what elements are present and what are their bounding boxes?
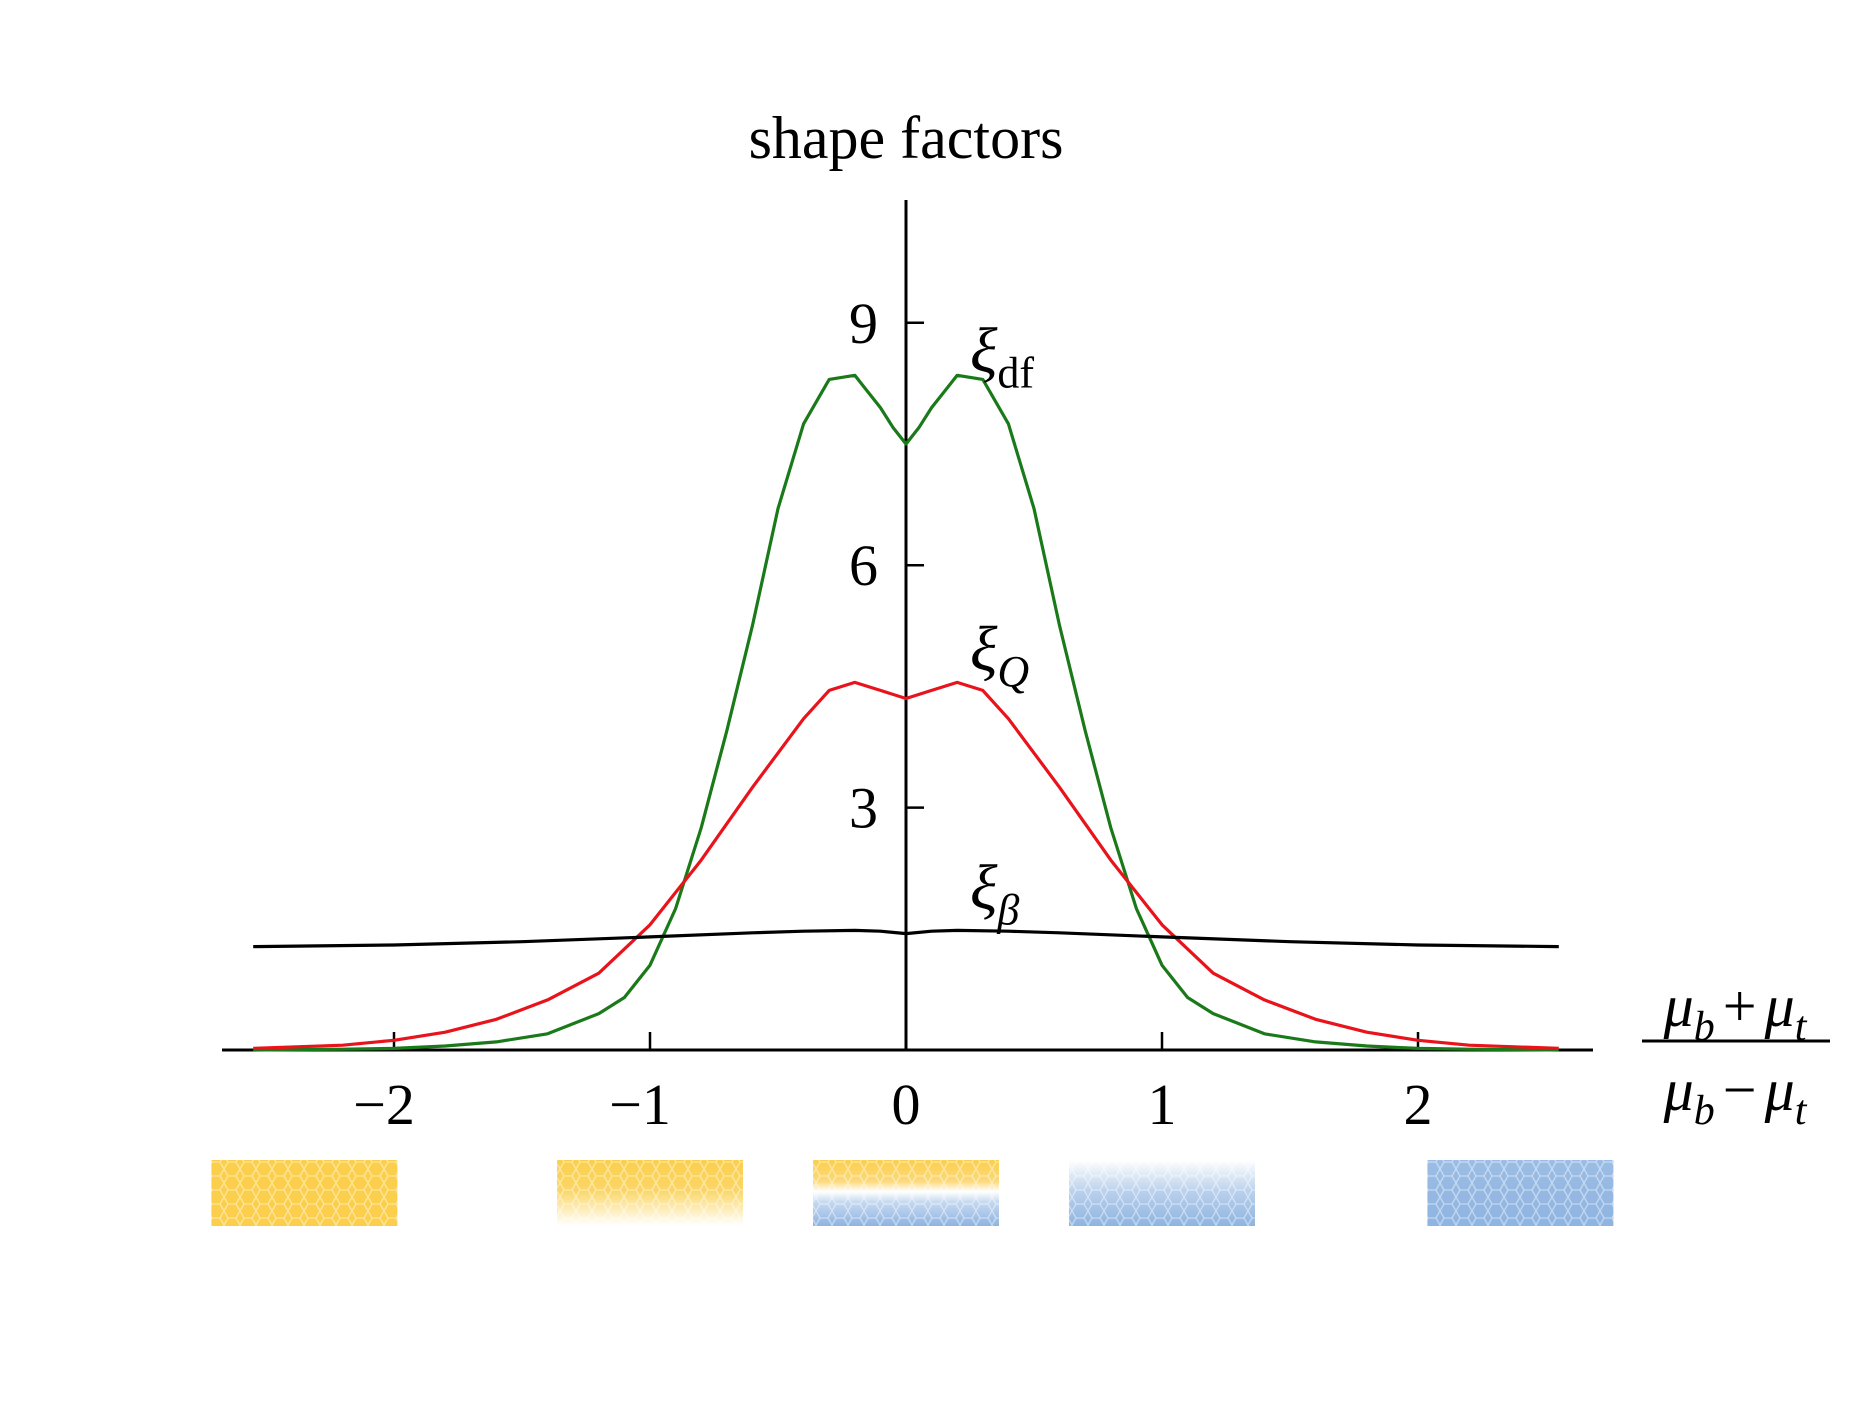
chart-title: shape factors [749, 105, 1064, 171]
swatch-blue-fade [1069, 1160, 1255, 1226]
series-line-df [253, 373, 1559, 1052]
series-line-β [253, 928, 1559, 949]
x-tick-label: −1 [609, 1072, 671, 1137]
x-tick-label: 1 [1148, 1072, 1177, 1137]
series-label: ξβ [970, 852, 1019, 935]
x-ticks: −2 −1 0 1 2 [353, 1032, 1433, 1137]
y-tick-label: 6 [849, 533, 878, 598]
swatch-yellow-fade [557, 1160, 743, 1226]
x-tick-label: 0 [892, 1072, 921, 1137]
state-swatches [211, 1160, 1614, 1226]
series-labels: ξdf ξQ ξβ [970, 314, 1034, 934]
series-lines [253, 373, 1559, 1052]
axes [222, 200, 1593, 1052]
x-axis-label: μb + μt μb − μt [1642, 973, 1830, 1134]
swatch-yellow-blue [813, 1160, 999, 1226]
x-label-numerator: μb + μt [1663, 973, 1808, 1050]
swatch-yellow [211, 1160, 398, 1226]
swatch-blue [1427, 1160, 1614, 1226]
y-tick-label: 9 [849, 291, 878, 356]
x-tick-label: 2 [1404, 1072, 1433, 1137]
series-label: ξQ [970, 613, 1029, 696]
x-tick-label: −2 [353, 1072, 415, 1137]
y-ticks: 3 6 9 [849, 291, 924, 841]
x-label-denominator: μb − μt [1663, 1057, 1808, 1134]
y-tick-label: 3 [849, 776, 878, 841]
series-line-Q [253, 680, 1559, 1050]
series-label: ξdf [970, 314, 1034, 397]
